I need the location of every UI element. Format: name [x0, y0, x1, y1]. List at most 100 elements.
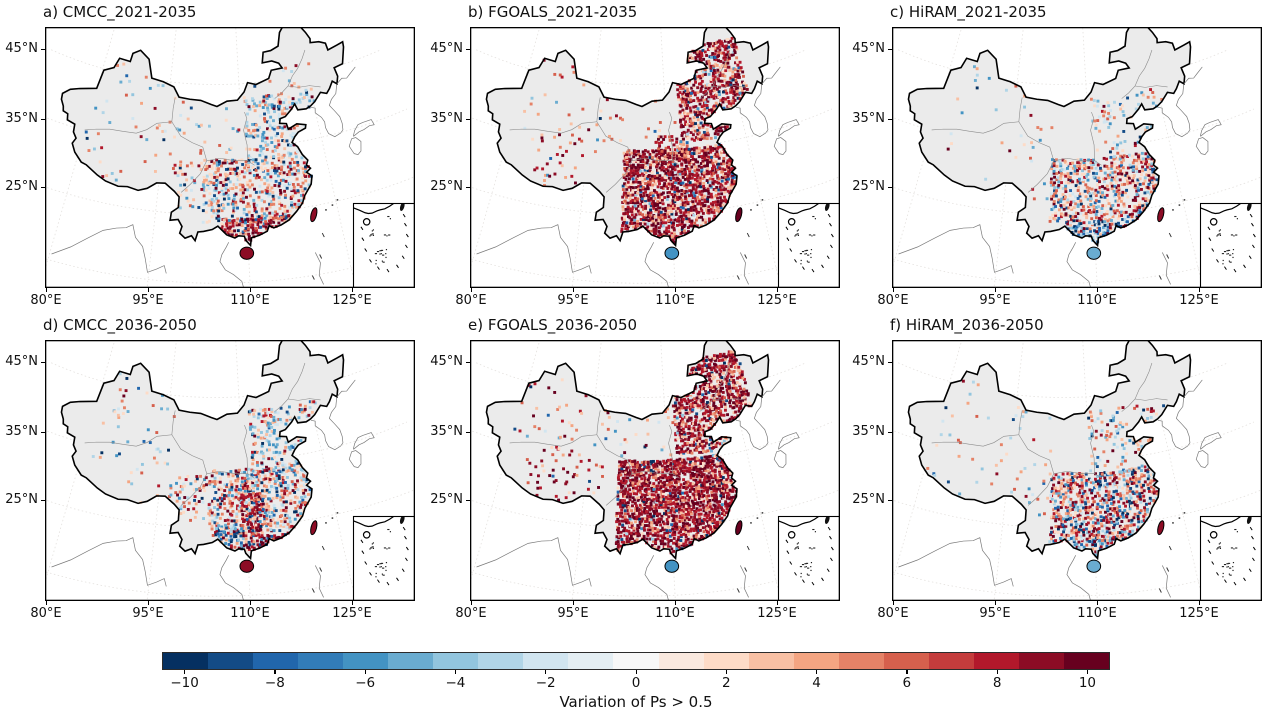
- x-tick-mark: [249, 601, 251, 605]
- y-tick-mark: [888, 186, 892, 188]
- colorbar-tick-label: 0: [631, 675, 641, 691]
- map-canvas-a: [45, 27, 415, 288]
- panel-title-a: a) CMCC_2021-2035: [43, 3, 197, 21]
- x-tick-label: 80°E: [30, 293, 62, 308]
- x-tick-mark: [776, 601, 778, 605]
- x-tick-label: 95°E: [132, 606, 164, 621]
- panel-f: f) HiRAM_2036-2050: [890, 316, 1262, 601]
- y-tick-mark: [888, 431, 892, 433]
- y-tick-mark: [41, 48, 45, 50]
- panel-title-e: e) FGOALS_2036-2050: [468, 316, 638, 334]
- panel-title-b: b) FGOALS_2021-2035: [468, 3, 638, 21]
- colorbar-tick-label: 2: [721, 675, 731, 691]
- x-tick-label: 95°E: [979, 606, 1011, 621]
- x-tick-mark: [572, 601, 574, 605]
- colorbar-tick-label: −2: [535, 675, 556, 691]
- x-tick-label: 95°E: [979, 293, 1011, 308]
- colorbar-tick-mark: [1086, 670, 1089, 674]
- x-tick-mark: [1198, 288, 1200, 292]
- y-tick-mark: [888, 499, 892, 501]
- y-tick-mark: [466, 48, 470, 50]
- colorbar-segment: [343, 653, 389, 669]
- map-canvas-d: [45, 340, 415, 601]
- panel-title-f: f) HiRAM_2036-2050: [890, 316, 1044, 334]
- x-tick-label: 95°E: [557, 606, 589, 621]
- x-tick-mark: [249, 288, 251, 292]
- x-tick-mark: [45, 601, 47, 605]
- colorbar-segment: [1063, 653, 1109, 669]
- x-tick-label: 125°E: [1179, 606, 1219, 621]
- colorbar-segment: [883, 653, 929, 669]
- colorbar-segment: [658, 653, 704, 669]
- x-tick-label: 80°E: [455, 293, 487, 308]
- y-tick-label: 35°N: [852, 424, 885, 439]
- colorbar-tick-mark: [545, 670, 547, 674]
- y-tick-label: 25°N: [852, 179, 885, 194]
- y-tick-label: 25°N: [852, 492, 885, 507]
- y-tick-label: 25°N: [5, 492, 38, 507]
- colorbar-tick-mark: [454, 670, 457, 674]
- colorbar-tick-label: 10: [1078, 675, 1097, 691]
- x-tick-label: 110°E: [230, 293, 270, 308]
- colorbar-segment: [298, 653, 344, 669]
- y-tick-mark: [466, 431, 470, 433]
- y-tick-label: 25°N: [430, 492, 463, 507]
- y-tick-mark: [888, 361, 892, 363]
- x-tick-mark: [994, 288, 996, 292]
- y-tick-label: 25°N: [5, 179, 38, 194]
- x-tick-mark: [1096, 601, 1098, 605]
- colorbar-segment: [208, 653, 254, 669]
- y-tick-label: 45°N: [5, 354, 38, 369]
- x-tick-mark: [147, 601, 149, 605]
- x-tick-mark: [674, 601, 676, 605]
- y-tick-mark: [466, 186, 470, 188]
- y-tick-mark: [41, 431, 45, 433]
- colorbar-segment: [163, 653, 209, 669]
- panel-title-d: d) CMCC_2036-2050: [43, 316, 197, 334]
- y-tick-mark: [466, 361, 470, 363]
- y-tick-mark: [41, 361, 45, 363]
- colorbar-tick-mark: [364, 670, 366, 674]
- colorbar-segment: [793, 653, 839, 669]
- x-tick-label: 80°E: [30, 606, 62, 621]
- colorbar-tick-mark: [996, 670, 998, 674]
- y-tick-mark: [41, 186, 45, 188]
- colorbar-tick-mark: [906, 670, 908, 674]
- y-tick-label: 45°N: [430, 354, 463, 369]
- map-canvas-b: [470, 27, 840, 288]
- colorbar-segment: [523, 653, 569, 669]
- colorbar-segment: [928, 653, 974, 669]
- colorbar-segment: [613, 653, 659, 669]
- x-tick-label: 110°E: [230, 606, 270, 621]
- y-tick-label: 35°N: [5, 424, 38, 439]
- x-tick-label: 125°E: [332, 293, 372, 308]
- x-tick-label: 125°E: [757, 293, 797, 308]
- x-tick-mark: [1096, 288, 1098, 292]
- x-tick-label: 125°E: [332, 606, 372, 621]
- colorbar-tick-label: −8: [264, 675, 285, 691]
- colorbar-segment: [433, 653, 479, 669]
- x-tick-mark: [351, 288, 353, 292]
- colorbar-segment: [703, 653, 749, 669]
- x-tick-label: 95°E: [132, 293, 164, 308]
- colorbar-segment: [973, 653, 1019, 669]
- panel-e: e) FGOALS_2036-2050: [468, 316, 840, 601]
- colorbar: [162, 652, 1110, 670]
- colorbar-tick-mark: [635, 670, 637, 674]
- x-tick-mark: [674, 288, 676, 292]
- colorbar-segment: [478, 653, 524, 669]
- map-canvas-f: [892, 340, 1262, 601]
- panel-b: b) FGOALS_2021-2035: [468, 3, 840, 288]
- y-tick-label: 45°N: [852, 41, 885, 56]
- y-tick-label: 35°N: [430, 424, 463, 439]
- x-tick-mark: [892, 601, 894, 605]
- y-tick-label: 45°N: [5, 41, 38, 56]
- colorbar-segment: [1018, 653, 1064, 669]
- colorbar-tick-label: 8: [992, 675, 1002, 691]
- x-tick-label: 125°E: [1179, 293, 1219, 308]
- x-tick-mark: [572, 288, 574, 292]
- colorbar-segment: [748, 653, 794, 669]
- x-tick-label: 125°E: [757, 606, 797, 621]
- y-tick-label: 25°N: [430, 179, 463, 194]
